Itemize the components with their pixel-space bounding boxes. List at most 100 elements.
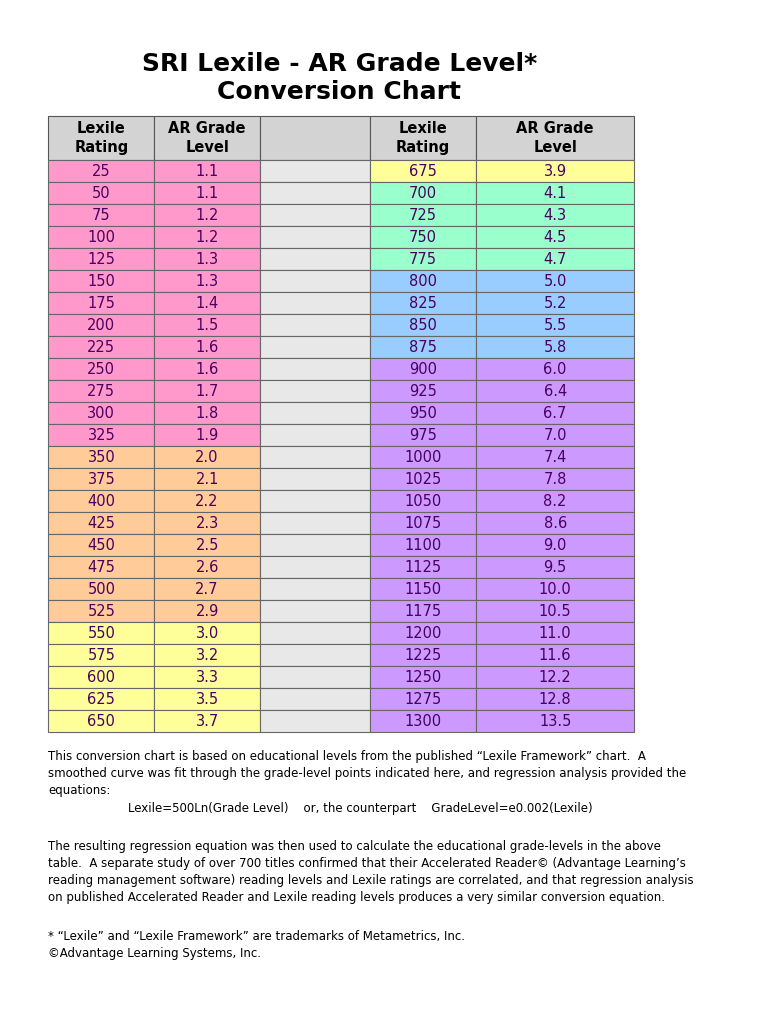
Bar: [154, 600, 260, 622]
Bar: [370, 644, 476, 666]
Text: 1175: 1175: [404, 603, 441, 618]
Bar: [49, 534, 154, 556]
Bar: [476, 644, 634, 666]
Bar: [154, 160, 260, 182]
Bar: [260, 336, 370, 358]
Bar: [370, 336, 476, 358]
Text: 1.3: 1.3: [196, 252, 219, 266]
Text: 13.5: 13.5: [539, 714, 571, 728]
Text: 1200: 1200: [404, 626, 442, 640]
Text: 600: 600: [87, 670, 116, 684]
Bar: [154, 248, 260, 270]
Bar: [260, 314, 370, 336]
Text: 9.5: 9.5: [544, 559, 567, 574]
Bar: [154, 666, 260, 688]
Bar: [476, 556, 634, 578]
Bar: [476, 402, 634, 424]
Bar: [154, 446, 260, 468]
Text: 3.3: 3.3: [196, 670, 219, 684]
Bar: [154, 314, 260, 336]
Bar: [476, 688, 634, 710]
Text: 6.7: 6.7: [544, 406, 567, 421]
Bar: [260, 270, 370, 292]
Bar: [370, 314, 476, 336]
Text: 675: 675: [409, 164, 437, 178]
Bar: [260, 160, 370, 182]
Text: 800: 800: [409, 273, 437, 289]
Text: 375: 375: [88, 471, 116, 486]
Text: 1150: 1150: [404, 582, 441, 597]
Text: 3.0: 3.0: [196, 626, 219, 640]
Text: 2.2: 2.2: [196, 494, 219, 509]
Text: 7.8: 7.8: [544, 471, 567, 486]
Bar: [476, 226, 634, 248]
Bar: [260, 402, 370, 424]
Bar: [260, 468, 370, 490]
Text: 825: 825: [409, 296, 437, 310]
Bar: [154, 512, 260, 534]
Bar: [49, 666, 154, 688]
Bar: [260, 512, 370, 534]
Bar: [476, 358, 634, 380]
Text: 1025: 1025: [404, 471, 441, 486]
Bar: [476, 248, 634, 270]
Bar: [370, 534, 476, 556]
Bar: [370, 578, 476, 600]
Bar: [260, 600, 370, 622]
Bar: [260, 248, 370, 270]
Text: 250: 250: [87, 361, 116, 377]
Bar: [476, 666, 634, 688]
Text: 625: 625: [88, 691, 116, 707]
Text: 1.2: 1.2: [196, 208, 219, 222]
Bar: [260, 666, 370, 688]
Bar: [154, 644, 260, 666]
Text: 1250: 1250: [404, 670, 441, 684]
Text: 900: 900: [409, 361, 437, 377]
Text: 2.0: 2.0: [196, 450, 219, 465]
Text: 1075: 1075: [404, 515, 441, 530]
Text: This conversion chart is based on educational levels from the published “Lexile : This conversion chart is based on educat…: [49, 750, 687, 797]
Bar: [370, 468, 476, 490]
Bar: [154, 226, 260, 248]
Text: AR Grade
Level: AR Grade Level: [169, 121, 246, 155]
Text: * “Lexile” and “Lexile Framework” are trademarks of Metametrics, Inc.
©Advantage: * “Lexile” and “Lexile Framework” are tr…: [49, 930, 465, 961]
Bar: [49, 468, 154, 490]
Bar: [476, 512, 634, 534]
Text: The resulting regression equation was then used to calculate the educational gra: The resulting regression equation was th…: [49, 840, 694, 904]
Text: 5.2: 5.2: [544, 296, 567, 310]
Bar: [154, 688, 260, 710]
Text: 1.1: 1.1: [196, 185, 219, 201]
Text: 1.4: 1.4: [196, 296, 219, 310]
Text: 875: 875: [409, 340, 437, 354]
Bar: [476, 182, 634, 204]
Bar: [260, 578, 370, 600]
Bar: [370, 556, 476, 578]
Text: 7.0: 7.0: [544, 427, 567, 442]
Text: 11.6: 11.6: [539, 647, 571, 663]
Bar: [260, 116, 370, 160]
Bar: [476, 424, 634, 446]
Bar: [476, 380, 634, 402]
Text: 5.5: 5.5: [544, 317, 567, 333]
Bar: [260, 292, 370, 314]
Bar: [476, 160, 634, 182]
Text: 3.7: 3.7: [196, 714, 219, 728]
Bar: [370, 512, 476, 534]
Text: 325: 325: [88, 427, 116, 442]
Bar: [49, 688, 154, 710]
Bar: [370, 160, 476, 182]
Bar: [154, 534, 260, 556]
Text: 2.3: 2.3: [196, 515, 219, 530]
Bar: [370, 600, 476, 622]
Bar: [476, 270, 634, 292]
Bar: [476, 336, 634, 358]
Text: 6.0: 6.0: [544, 361, 567, 377]
Bar: [370, 116, 476, 160]
Bar: [260, 710, 370, 732]
Text: 475: 475: [88, 559, 116, 574]
Bar: [260, 556, 370, 578]
Bar: [370, 622, 476, 644]
Bar: [370, 424, 476, 446]
Bar: [49, 380, 154, 402]
Bar: [49, 204, 154, 226]
